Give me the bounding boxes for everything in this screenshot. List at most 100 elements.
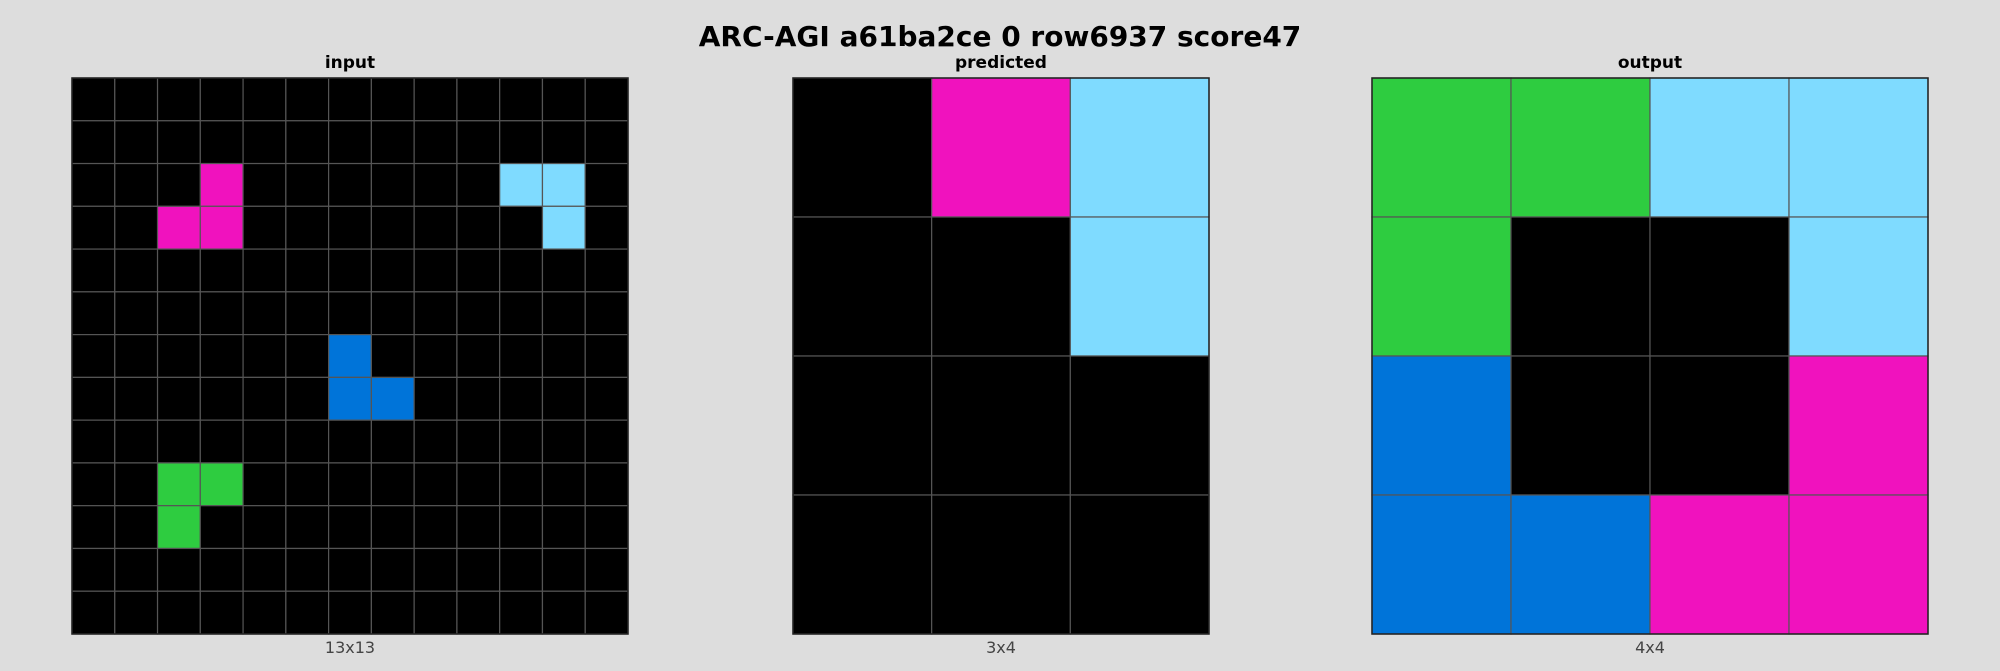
input-cell-r11-c7 xyxy=(370,547,415,592)
input-cell-r3-c10 xyxy=(499,205,544,250)
input-cell-r4-c10 xyxy=(499,248,544,293)
input-cell-r12-c10 xyxy=(499,590,544,635)
input-dims-label: 13x13 xyxy=(324,638,376,657)
input-cell-r7-c6 xyxy=(328,376,372,421)
input-cell-r12-c1 xyxy=(114,590,159,635)
output-cell-r0-c3 xyxy=(1788,77,1929,218)
input-cell-r5-c3 xyxy=(199,291,244,336)
output-cell-r2-c1 xyxy=(1510,355,1651,496)
input-cell-r6-c1 xyxy=(114,334,159,378)
input-cell-r8-c0 xyxy=(71,419,116,464)
input-cell-r7-c11 xyxy=(541,376,586,421)
input-cell-r1-c7 xyxy=(370,120,415,165)
input-panel-label: input xyxy=(324,53,376,73)
input-cell-r5-c11 xyxy=(541,291,586,336)
input-cell-r4-c4 xyxy=(242,248,287,293)
predicted-grid xyxy=(792,77,1210,635)
input-cell-r4-c2 xyxy=(156,248,201,293)
input-cell-r4-c7 xyxy=(370,248,415,293)
input-cell-r9-c2 xyxy=(156,462,201,507)
input-cell-r9-c10 xyxy=(499,462,544,507)
input-cell-r10-c1 xyxy=(114,505,159,550)
predicted-cell-r2-c2 xyxy=(1069,355,1210,496)
input-cell-r8-c1 xyxy=(114,419,159,464)
input-cell-r2-c7 xyxy=(370,162,415,207)
input-cell-r1-c11 xyxy=(541,120,586,165)
input-cell-r6-c7 xyxy=(370,334,415,378)
output-panel-label: output xyxy=(1617,53,1683,73)
input-cell-r11-c3 xyxy=(199,547,244,592)
output-cell-r2-c0 xyxy=(1371,355,1512,496)
input-grid-border xyxy=(71,77,629,635)
input-cell-r10-c7 xyxy=(370,505,415,550)
input-cell-r2-c0 xyxy=(71,162,116,207)
input-cell-r7-c9 xyxy=(456,376,501,421)
input-cell-r11-c5 xyxy=(285,547,330,592)
input-cell-r0-c8 xyxy=(413,77,458,122)
input-cell-r6-c6 xyxy=(328,334,372,378)
input-cell-r8-c11 xyxy=(541,419,586,464)
input-cell-r2-c6 xyxy=(328,162,372,207)
input-cell-r7-c8 xyxy=(413,376,458,421)
input-cell-r8-c4 xyxy=(242,419,287,464)
input-cell-r5-c4 xyxy=(242,291,287,336)
input-cell-r0-c12 xyxy=(584,77,629,122)
input-cell-r6-c11 xyxy=(541,334,586,378)
input-cell-r4-c11 xyxy=(541,248,586,293)
output-cell-r0-c2 xyxy=(1649,77,1790,218)
input-cell-r11-c4 xyxy=(242,547,287,592)
input-cell-r1-c8 xyxy=(413,120,458,165)
input-cell-r11-c11 xyxy=(541,547,586,592)
input-cell-r10-c5 xyxy=(285,505,330,550)
input-cell-r9-c0 xyxy=(71,462,116,507)
input-cell-r6-c4 xyxy=(242,334,287,378)
input-cell-r9-c1 xyxy=(114,462,159,507)
input-cell-r5-c7 xyxy=(370,291,415,336)
input-cell-r7-c5 xyxy=(285,376,330,421)
input-cell-r9-c5 xyxy=(285,462,330,507)
input-cell-r6-c10 xyxy=(499,334,544,378)
input-cell-r12-c8 xyxy=(413,590,458,635)
input-cell-r11-c10 xyxy=(499,547,544,592)
input-cell-r3-c11 xyxy=(541,205,586,250)
input-cell-r7-c1 xyxy=(114,376,159,421)
output-cell-r2-c3 xyxy=(1788,355,1929,496)
predicted-cell-r2-c1 xyxy=(931,355,1071,496)
predicted-cell-r1-c0 xyxy=(792,216,933,357)
input-cell-r4-c5 xyxy=(285,248,330,293)
input-cell-r8-c8 xyxy=(413,419,458,464)
predicted-cell-r1-c1 xyxy=(931,216,1071,357)
predicted-cell-r2-c0 xyxy=(792,355,933,496)
input-cell-r11-c6 xyxy=(328,547,372,592)
input-cell-r3-c1 xyxy=(114,205,159,250)
input-cell-r0-c10 xyxy=(499,77,544,122)
input-cell-r8-c6 xyxy=(328,419,372,464)
input-cell-r8-c2 xyxy=(156,419,201,464)
input-cell-r3-c4 xyxy=(242,205,287,250)
input-cell-r8-c7 xyxy=(370,419,415,464)
input-cell-r4-c12 xyxy=(584,248,629,293)
input-cell-r5-c8 xyxy=(413,291,458,336)
predicted-cell-r0-c0 xyxy=(792,77,933,218)
predicted-cell-r0-c2 xyxy=(1069,77,1210,218)
input-cell-r10-c9 xyxy=(456,505,501,550)
input-cell-r1-c12 xyxy=(584,120,629,165)
input-cell-r0-c0 xyxy=(71,77,116,122)
input-cell-r3-c3 xyxy=(199,205,244,250)
input-cell-r0-c11 xyxy=(541,77,586,122)
output-dims-label: 4x4 xyxy=(1635,638,1665,657)
input-cell-r9-c6 xyxy=(328,462,372,507)
input-cell-r2-c2 xyxy=(156,162,201,207)
input-cell-r4-c6 xyxy=(328,248,372,293)
input-cell-r9-c4 xyxy=(242,462,287,507)
input-cell-r7-c12 xyxy=(584,376,629,421)
input-cell-r5-c2 xyxy=(156,291,201,336)
input-cell-r6-c2 xyxy=(156,334,201,378)
output-cell-r1-c2 xyxy=(1649,216,1790,357)
input-cell-r10-c8 xyxy=(413,505,458,550)
predicted-cell-r3-c2 xyxy=(1069,494,1210,635)
input-cell-r9-c12 xyxy=(584,462,629,507)
input-cell-r7-c10 xyxy=(499,376,544,421)
input-cell-r11-c1 xyxy=(114,547,159,592)
input-cell-r0-c5 xyxy=(285,77,330,122)
